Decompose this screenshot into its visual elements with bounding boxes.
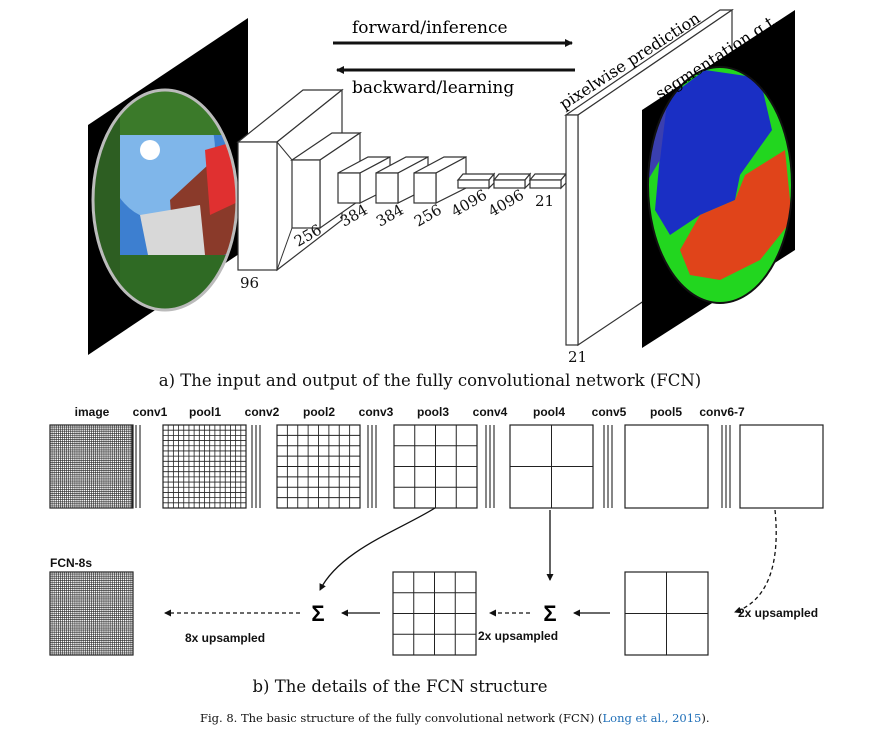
grid-fcn8s-output — [49, 571, 134, 656]
block-4096a — [456, 172, 496, 190]
dim-384b: 384 — [373, 201, 407, 231]
block-21 — [528, 172, 568, 190]
flow-arrows — [164, 507, 777, 617]
layer-label-conv4: conv4 — [473, 405, 508, 419]
figure-caption: Fig. 8. The basic structure of the fully… — [200, 711, 710, 725]
layer-grids — [49, 424, 824, 509]
segmentation-gt-image — [642, 10, 795, 348]
dim-96: 96 — [240, 274, 259, 292]
block-4096b — [492, 172, 532, 190]
conv-bars-5 — [721, 425, 731, 508]
dim-21: 21 — [535, 192, 554, 210]
upsample-8x-label: 8x upsampled — [185, 631, 265, 645]
block-384a — [337, 156, 391, 204]
layer-label-conv2: conv2 — [245, 405, 280, 419]
grid-pool5 — [624, 424, 709, 509]
forward-label: forward/inference — [352, 18, 508, 38]
grid-pool3 — [393, 424, 478, 509]
layer-labels: image conv1 pool1 conv2 pool2 conv3 pool3 conv4… — [75, 405, 745, 419]
citation-link[interactable]: Long et al., 2015 — [603, 711, 702, 725]
grid-pool4 — [509, 424, 594, 509]
upsample-2x-right-label: 2x upsampled — [738, 606, 818, 620]
grid-conv67 — [739, 424, 824, 509]
block-256b — [413, 156, 467, 204]
layer-label-conv6-7: conv6-7 — [699, 405, 745, 419]
pool3-to-sigma-arrow — [319, 507, 436, 591]
dim-output-21: 21 — [568, 348, 587, 366]
sigma-right: Σ — [543, 601, 556, 626]
grid-pool2 — [276, 424, 361, 509]
layer-label-conv1: conv1 — [133, 405, 168, 419]
conv-bars-3 — [485, 425, 495, 508]
block-connectors — [276, 141, 293, 271]
grid-pool1 — [162, 424, 247, 509]
layer-label-pool1: pool1 — [189, 405, 221, 419]
layer-label-conv5: conv5 — [592, 405, 627, 419]
caption-b: b) The details of the FCN structure — [252, 677, 547, 696]
upsample-grids — [49, 571, 709, 656]
conv-bars-4 — [603, 425, 613, 508]
layer-label-pool3: pool3 — [417, 405, 449, 419]
layer-label-pool2: pool2 — [303, 405, 335, 419]
upsample-2x-left-label: 2x upsampled — [478, 629, 558, 643]
grid-image — [49, 424, 134, 509]
sigma-left: Σ — [311, 601, 324, 626]
grid-upsample-pool4 — [624, 571, 709, 656]
caption-a: a) The input and output of the fully con… — [159, 371, 701, 390]
backward-label: backward/learning — [352, 78, 514, 98]
layer-label-conv3: conv3 — [359, 405, 394, 419]
fcn8s-label: FCN-8s — [50, 556, 92, 570]
conv67-upsample-arrow — [734, 509, 777, 614]
layer-label-pool5: pool5 — [650, 405, 682, 419]
conv-bars-0 — [131, 425, 141, 508]
conv-bars-1 — [251, 425, 261, 508]
grid-upsample-pool3 — [392, 571, 477, 656]
dim-256b: 256 — [411, 201, 445, 231]
layer-label-image: image — [75, 405, 110, 419]
conv-bars-2 — [367, 425, 377, 508]
layer-label-pool4: pool4 — [533, 405, 565, 419]
input-image — [88, 18, 248, 355]
dim-4096b: 4096 — [485, 186, 527, 221]
